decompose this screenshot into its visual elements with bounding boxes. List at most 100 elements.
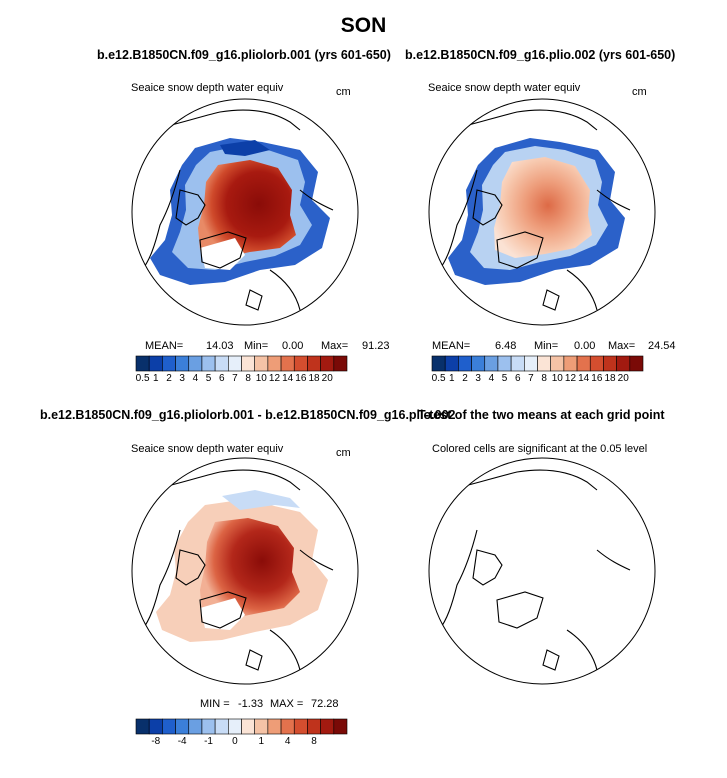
colorbar-box: [293, 718, 308, 735]
colorbar-box: [563, 355, 578, 372]
panel-4-note: Colored cells are significant at the 0.0…: [432, 443, 648, 455]
colorbar-tick-label: 2: [462, 373, 468, 384]
colorbar-box: [510, 355, 525, 372]
panel-2-min-value: 0.00: [574, 340, 596, 352]
colorbar-tick-label: -8: [151, 736, 161, 747]
colorbar-box: [497, 355, 512, 372]
panel-1-mean-label: MEAN=: [145, 340, 184, 352]
colorbar-tick-label: 18: [604, 373, 616, 384]
panel-3-coastlines: [141, 469, 334, 671]
panel-3-min-value: -1.33: [238, 698, 264, 710]
colorbar-tick-label: 7: [528, 373, 534, 384]
colorbar-box: [280, 355, 295, 372]
colorbar-box: [320, 718, 335, 735]
colorbar-box: [484, 355, 499, 372]
colorbar-box: [524, 355, 538, 372]
colorbar-tick-label: 6: [514, 373, 521, 384]
panel-3-max-label: MAX =: [270, 698, 304, 710]
colorbar-box: [188, 718, 203, 735]
colorbar-box: [228, 718, 242, 735]
colorbar-box: [458, 355, 472, 372]
panel-3-snow-core: [200, 518, 300, 620]
colorbar-box: [254, 718, 269, 735]
panel-1-max-label: Max=: [321, 340, 349, 352]
colorbar-box: [431, 355, 446, 372]
colorbar-box: [307, 355, 321, 372]
colorbar-box: [201, 355, 216, 372]
colorbar-box: [307, 718, 321, 735]
colorbar-box: [616, 355, 631, 372]
colorbar-box: [188, 355, 203, 372]
colorbar-box: [320, 355, 335, 372]
panel-2-snow-core: [494, 157, 592, 258]
colorbar-tick-label: 16: [591, 373, 603, 384]
panel-4-map-border: [428, 457, 656, 685]
panel-1-min-value: 0.00: [282, 340, 304, 352]
colorbar-tick-label: 8: [541, 373, 547, 384]
colorbar-box: [148, 355, 163, 372]
colorbar-tick-label: 12: [268, 373, 281, 384]
panel-1-snow-core: [198, 160, 296, 258]
colorbar-box: [175, 355, 190, 372]
colorbar-tick-label: -4: [177, 736, 187, 747]
panel-1-gap: [200, 238, 245, 270]
colorbar-box: [228, 355, 242, 372]
panel-2-map: [448, 138, 625, 285]
panel-3-min-label: MIN =: [200, 698, 230, 710]
panel-2-map-border: [428, 98, 656, 326]
panel-1-header: b.e12.B1850CN.f09_g16.pliolorb.001 (yrs …: [97, 48, 391, 62]
panel-3-variable-label: Seaice snow depth water equiv: [131, 443, 284, 455]
panel-2-mean-label: MEAN=: [432, 340, 471, 352]
colorbar-box: [162, 355, 176, 372]
colorbar-box: [444, 355, 459, 372]
colorbar-box: [293, 355, 308, 372]
colorbar-tick-label: 14: [578, 373, 590, 384]
colorbar-tick-label: 6: [218, 373, 225, 384]
colorbar-box: [254, 355, 269, 372]
colorbar-box: [333, 718, 348, 735]
panel-2-units-label: cm: [632, 86, 647, 98]
panel-3-map-border: [131, 457, 359, 685]
colorbar-tick-label: 1: [449, 373, 455, 384]
colorbar-tick-label: 12: [564, 373, 577, 384]
colorbar-box: [471, 355, 486, 372]
colorbar-tick-label: -1: [204, 736, 213, 747]
colorbar-box: [201, 718, 216, 735]
panel-3-header: b.e12.B1850CN.f09_g16.pliolorb.001 - b.e…: [40, 408, 456, 422]
panel-3-max-value: 72.28: [311, 698, 339, 710]
panel-3-map: [156, 490, 328, 642]
colorbar-box: [280, 718, 295, 735]
colorbar-tick-label: 4: [488, 373, 495, 384]
colorbar-tick-label: 14: [282, 373, 294, 384]
panel-3-blue-margin: [222, 490, 300, 510]
panel-4-map: [428, 457, 656, 685]
panel-1-max-value: 91.23: [362, 340, 390, 352]
panel-2-header: b.e12.B1850CN.f09_g16.plio.002 (yrs 601-…: [405, 48, 676, 62]
colorbar-tick-label: 4: [284, 736, 291, 747]
colorbar-box: [241, 355, 255, 372]
colorbar-tick-label: 3: [179, 373, 185, 384]
colorbar-box: [241, 718, 255, 735]
colorbar-tick-label: 10: [255, 373, 267, 384]
colorbar-tick-label: 5: [205, 373, 212, 384]
colorbar-tick-label: 10: [551, 373, 563, 384]
colorbar-box: [603, 355, 617, 372]
colorbar-tick-label: 4: [192, 373, 199, 384]
colorbar-box: [267, 718, 282, 735]
panel-3-units-label: cm: [336, 447, 351, 459]
colorbar-tick-label: 20: [321, 373, 333, 384]
colorbar-tick-label: 0.5: [431, 373, 446, 384]
colorbar-box: [135, 355, 150, 372]
panel-1-mean-value: 14.03: [206, 340, 234, 352]
colorbar-tick-label: 2: [166, 373, 172, 384]
colorbar-tick-label: 3: [475, 373, 481, 384]
colorbar-box: [537, 355, 551, 372]
panel-4-header: T-test of the two means at each grid poi…: [418, 408, 665, 422]
colorbar-box: [576, 355, 591, 372]
colorbar-tick-label: 16: [295, 373, 307, 384]
colorbar-box: [589, 355, 604, 372]
panel-1-colorbar: [135, 355, 348, 372]
panel-1-map: [150, 138, 330, 285]
colorbar-box: [214, 355, 229, 372]
colorbar-tick-label: 0: [232, 736, 238, 747]
